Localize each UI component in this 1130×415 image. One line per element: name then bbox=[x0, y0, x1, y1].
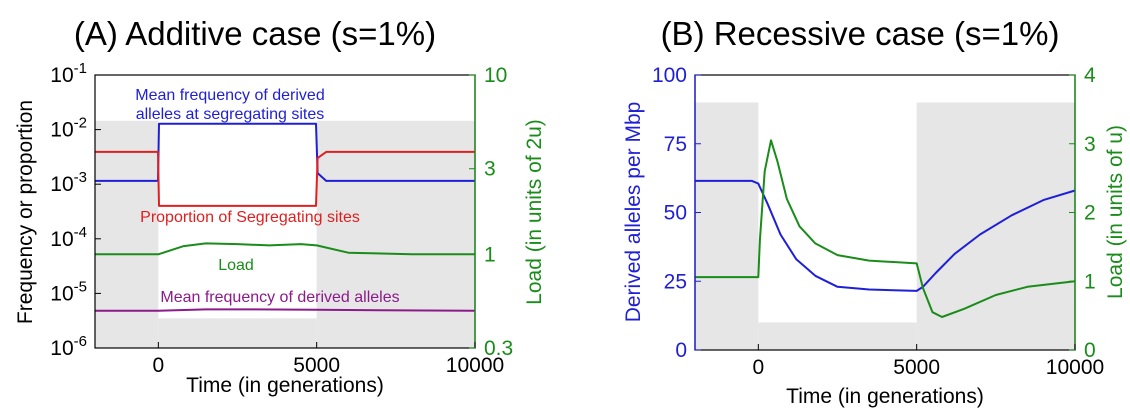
y-tick-label: 100 bbox=[652, 64, 687, 87]
y-tick-label: 10-2 bbox=[50, 115, 87, 142]
annotation-load: Load bbox=[218, 257, 254, 274]
y2-tick-label: 3 bbox=[1084, 133, 1096, 156]
panel-b-y-axis-label: Derived alleles per Mbp bbox=[622, 102, 645, 323]
annotation-mean-freq-segregating-line2: alleles at segregating sites bbox=[136, 106, 325, 123]
panel-a-ticks: 0 5000 10000 10-6 10-5 10-4 10-3 10-2 10-1 0.3 1 3 1… bbox=[50, 60, 513, 377]
y2-tick-label: 0 bbox=[1084, 339, 1096, 362]
x-tick-label: 5000 bbox=[293, 354, 340, 377]
shaded-region-0 bbox=[695, 102, 759, 350]
y2-tick-label: 4 bbox=[1084, 64, 1096, 87]
annotation-proportion-segregating: Proportion of Segregating sites bbox=[140, 209, 360, 226]
annotation-mean-freq-derived: Mean frequency of derived alleles bbox=[160, 289, 399, 306]
y2-tick-label: 10 bbox=[484, 64, 507, 87]
x-tick-label: 10000 bbox=[1046, 356, 1104, 379]
shaded-region-bottom-band bbox=[758, 322, 917, 350]
series-line-proportion-segregating bbox=[95, 150, 475, 207]
panel-b-recessive-case: (B) Recessive case (s=1%) 0 5000 100000255… bbox=[622, 15, 1127, 408]
x-tick-label: 5000 bbox=[893, 356, 940, 379]
panel-a-additive-case: (A) Additive case (s=1%) 0 5000 10000 10-6 1… bbox=[14, 15, 546, 397]
y-tick-label: 50 bbox=[664, 202, 687, 225]
y-tick-label: 10-6 bbox=[50, 333, 87, 360]
panel-a-shaded-regions bbox=[95, 120, 475, 348]
shaded-region-bottom-band bbox=[158, 318, 317, 348]
y-tick-label: 10-5 bbox=[50, 278, 87, 305]
panel-b-shaded-regions bbox=[695, 102, 1075, 350]
x-tick-label: 10000 bbox=[446, 354, 504, 377]
series-line-load bbox=[95, 242, 475, 256]
panel-b-y2-axis-label: Load (in units of u) bbox=[1104, 125, 1127, 299]
panel-a-y2-axis-label: Load (in units of 2u) bbox=[523, 119, 546, 305]
x-tick-label: 0 bbox=[752, 356, 764, 379]
y-tick-label: 10-3 bbox=[50, 169, 87, 196]
y-tick-label: 10-4 bbox=[50, 224, 87, 251]
annotation-mean-freq-segregating-line1: Mean frequency of derived bbox=[135, 87, 324, 104]
y-tick-label: 25 bbox=[664, 270, 687, 293]
series-line-mean-freq-derived bbox=[95, 308, 476, 312]
y2-tick-label: 2 bbox=[1084, 202, 1096, 225]
y-tick-label: 75 bbox=[664, 133, 687, 156]
panel-a-series bbox=[95, 122, 476, 312]
shaded-region-1 bbox=[316, 120, 475, 348]
panel-b-title: (B) Recessive case (s=1%) bbox=[661, 15, 1060, 52]
y2-tick-label: 1 bbox=[484, 243, 496, 266]
y2-tick-label: 0.3 bbox=[484, 337, 513, 360]
panel-a-x-axis-label: Time (in generations) bbox=[186, 374, 384, 397]
panel-a-title: (A) Additive case (s=1%) bbox=[74, 15, 436, 52]
y2-tick-label: 1 bbox=[1084, 270, 1096, 293]
panel-a-y-axis-label: Frequency or proportion bbox=[14, 100, 37, 324]
x-tick-label: 0 bbox=[152, 354, 164, 377]
panel-b-x-axis-label: Time (in generations) bbox=[786, 385, 984, 408]
y-tick-label: 10-1 bbox=[50, 60, 87, 87]
series-line-derived-alleles bbox=[695, 179, 1076, 292]
panel-b-series bbox=[695, 139, 1076, 318]
y-tick-label: 0 bbox=[675, 339, 687, 362]
y2-tick-label: 3 bbox=[484, 158, 496, 181]
shaded-region-0 bbox=[95, 120, 159, 348]
series-line-load bbox=[695, 139, 1076, 318]
shaded-region-1 bbox=[916, 102, 1075, 350]
